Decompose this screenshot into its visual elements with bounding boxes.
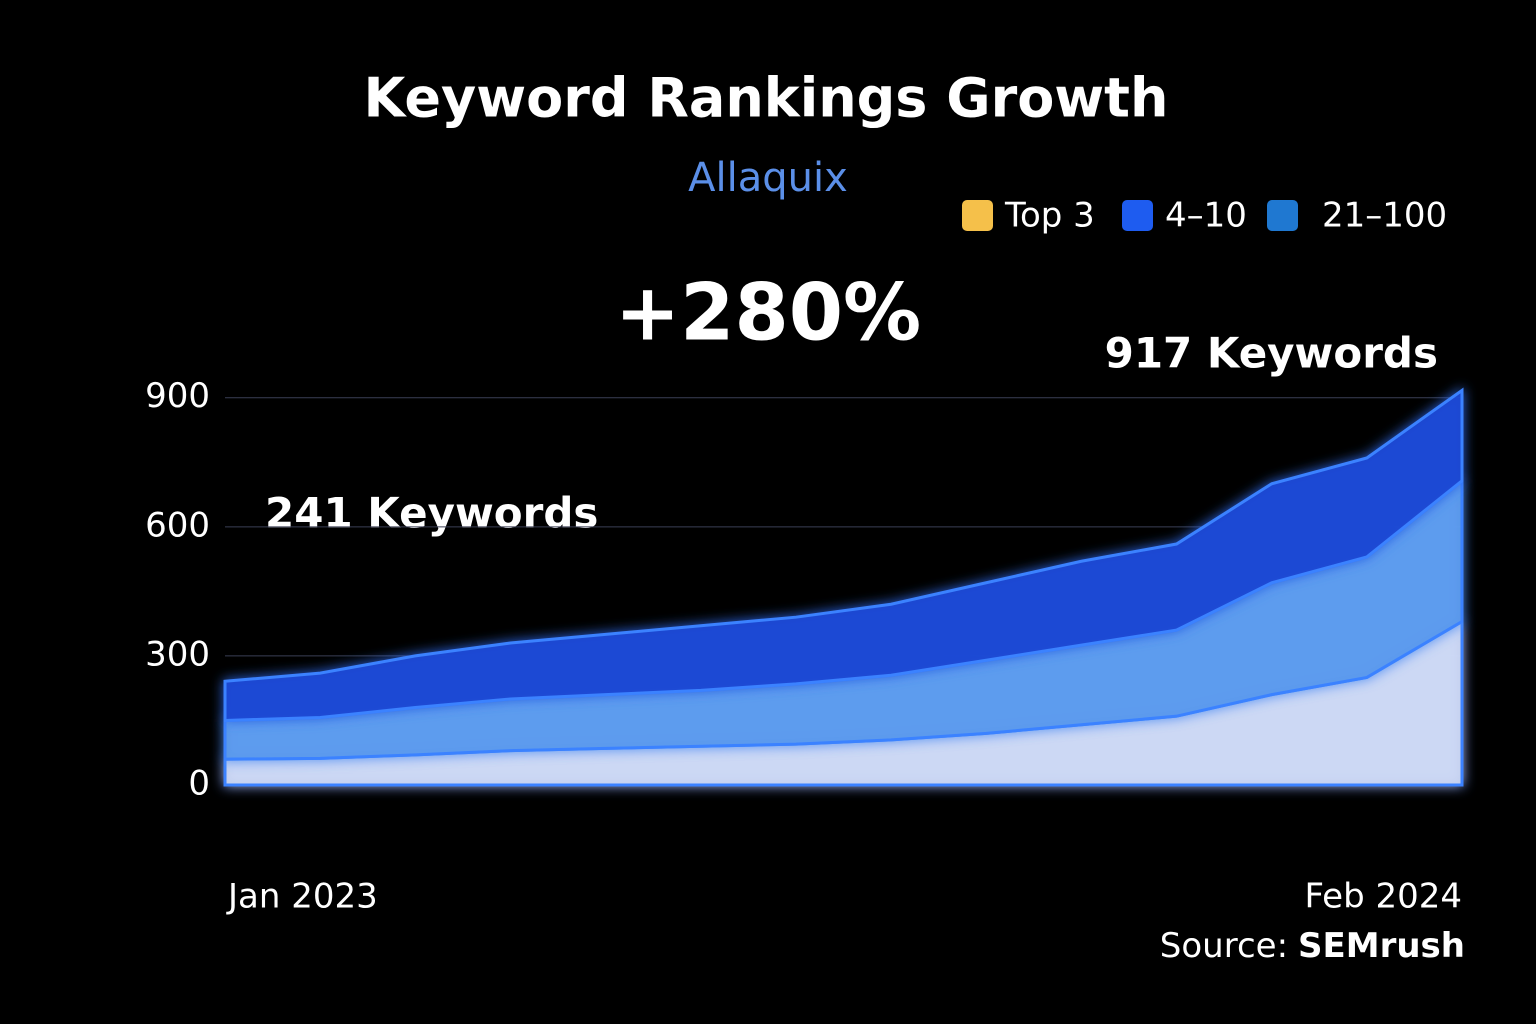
plot-area: 0 300 600 900 Jan 2023 Feb 2024 xyxy=(145,376,1464,917)
chart-title: Keyword Rankings Growth xyxy=(364,67,1169,130)
x-tick-label: Feb 2024 xyxy=(1304,877,1462,917)
legend-swatch xyxy=(1122,200,1153,231)
legend-label: 21–100 xyxy=(1322,196,1447,236)
source-name: SEMrush xyxy=(1298,926,1465,966)
start-annotation: 241 Keywords xyxy=(265,489,598,538)
y-tick-label: 900 xyxy=(145,376,210,416)
growth-annotation: +280% xyxy=(615,268,921,358)
legend-label: 4–10 xyxy=(1165,196,1247,236)
x-tick-label: Jan 2023 xyxy=(226,877,378,917)
area xyxy=(223,387,1464,723)
y-tick-label: 600 xyxy=(145,505,210,545)
end-annotation: 917 Keywords xyxy=(1105,329,1438,378)
source-label: Source: xyxy=(1160,926,1288,966)
legend-label: Top 3 xyxy=(1004,196,1095,236)
y-tick-label: 0 xyxy=(188,764,210,804)
y-tick-label: 300 xyxy=(145,634,210,674)
chart-subtitle: Allaquix xyxy=(688,155,848,201)
source: Source: SEMrush xyxy=(1160,926,1465,966)
legend-swatch xyxy=(962,200,993,231)
legend-swatch xyxy=(1267,200,1298,231)
